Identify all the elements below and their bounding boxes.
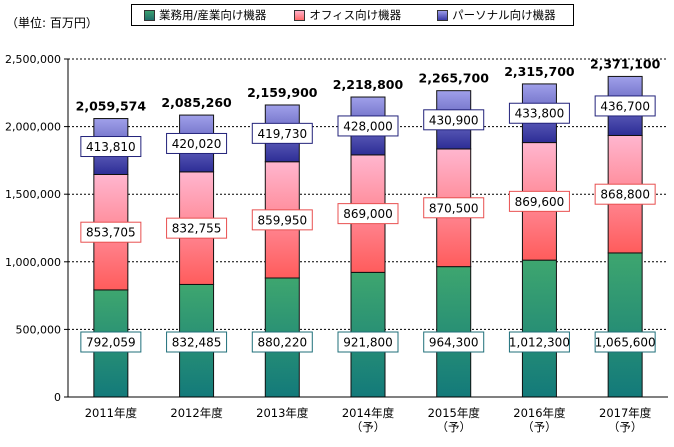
data-label-box: [337, 115, 399, 137]
data-label-box: [251, 331, 313, 353]
data-label: 430,900: [429, 113, 479, 127]
y-tick-label: 2,000,000: [5, 121, 61, 134]
y-tick-label: 1,000,000: [5, 256, 61, 269]
data-label-box: [166, 132, 228, 154]
y-tick-label: 500,000: [16, 323, 62, 336]
data-label: 880,220: [257, 336, 307, 350]
data-label: 792,059: [86, 336, 136, 350]
data-label: 419,730: [257, 127, 307, 141]
legend-swatch: [437, 9, 449, 21]
legend-label: 業務用/産業向け機器: [159, 8, 267, 22]
legend: 業務用/産業向け機器 オフィス向け機器 パーソナル向け機器: [131, 4, 574, 26]
data-label-box: [80, 331, 142, 353]
total-label: 2,059,574: [76, 99, 147, 114]
data-label: 1,012,300: [509, 336, 570, 350]
data-label-box: [337, 331, 399, 353]
data-label-box: [166, 217, 228, 239]
data-label: 964,300: [429, 336, 479, 350]
data-label-box: [423, 197, 485, 219]
legend-label: オフィス向け機器: [309, 8, 402, 22]
data-label: 428,000: [343, 119, 393, 133]
data-label: 859,950: [257, 213, 307, 227]
data-label-box: [251, 209, 313, 231]
y-tick-label: 1,500,000: [5, 188, 61, 201]
x-tick-label: 2012年度: [170, 406, 223, 420]
x-tick-label: （予）: [436, 420, 471, 434]
data-label: 436,700: [600, 99, 650, 113]
data-label-box: [337, 203, 399, 225]
data-label-box: [508, 190, 570, 212]
data-label: 853,705: [86, 226, 136, 240]
x-tick-label: 2013年度: [256, 406, 309, 420]
data-label-box: [423, 109, 485, 131]
y-tick-label: 0: [54, 391, 61, 404]
data-label-box: [80, 136, 142, 158]
data-label: 870,500: [429, 201, 479, 215]
data-label-box: [508, 331, 570, 353]
x-tick-label: （予）: [351, 420, 386, 434]
total-label: 2,159,900: [247, 85, 318, 100]
x-tick-label: （予）: [608, 420, 643, 434]
x-tick-label: 2017年度: [599, 406, 652, 420]
data-label: 868,800: [600, 188, 650, 202]
x-tick-label: 2015年度: [428, 406, 481, 420]
x-tick-label: 2011年度: [85, 406, 138, 420]
x-tick-label: 2014年度: [342, 406, 395, 420]
data-label-box: [251, 122, 313, 144]
total-label: 2,218,800: [333, 77, 404, 92]
data-label: 413,810: [86, 140, 136, 154]
data-label: 921,800: [343, 336, 393, 350]
data-label: 869,000: [343, 207, 393, 221]
legend-item-personal: パーソナル向け機器: [437, 7, 556, 23]
unit-label: （単位: 百万円）: [6, 16, 98, 30]
legend-item-office: オフィス向け機器: [294, 7, 401, 23]
data-label: 1,065,600: [595, 336, 656, 350]
x-tick-label: （予）: [522, 420, 557, 434]
data-label-box: [166, 331, 228, 353]
bar-segment: [607, 252, 643, 398]
bar-segment: [521, 259, 557, 398]
data-label-box: [423, 331, 485, 353]
total-label: 2,265,700: [419, 71, 490, 86]
total-label: 2,371,100: [590, 56, 661, 71]
data-label: 869,600: [515, 195, 565, 209]
legend-swatch: [144, 9, 155, 21]
legend-item-industrial: 業務用/産業向け機器: [144, 7, 266, 23]
y-tick-label: 2,500,000: [5, 53, 61, 66]
total-label: 2,085,260: [161, 95, 232, 110]
data-label-box: [80, 221, 142, 243]
data-label: 420,020: [172, 137, 222, 151]
data-label-box: [594, 183, 656, 205]
x-tick-label: 2016年度: [513, 406, 566, 420]
data-label: 433,800: [515, 107, 565, 121]
data-label-box: [594, 331, 656, 353]
legend-label: パーソナル向け機器: [452, 8, 556, 22]
data-label-box: [594, 95, 656, 117]
data-label: 832,485: [172, 336, 222, 350]
data-label-box: [508, 102, 570, 124]
legend-swatch: [294, 9, 306, 21]
data-label: 832,755: [172, 222, 222, 236]
total-label: 2,315,700: [504, 64, 575, 79]
